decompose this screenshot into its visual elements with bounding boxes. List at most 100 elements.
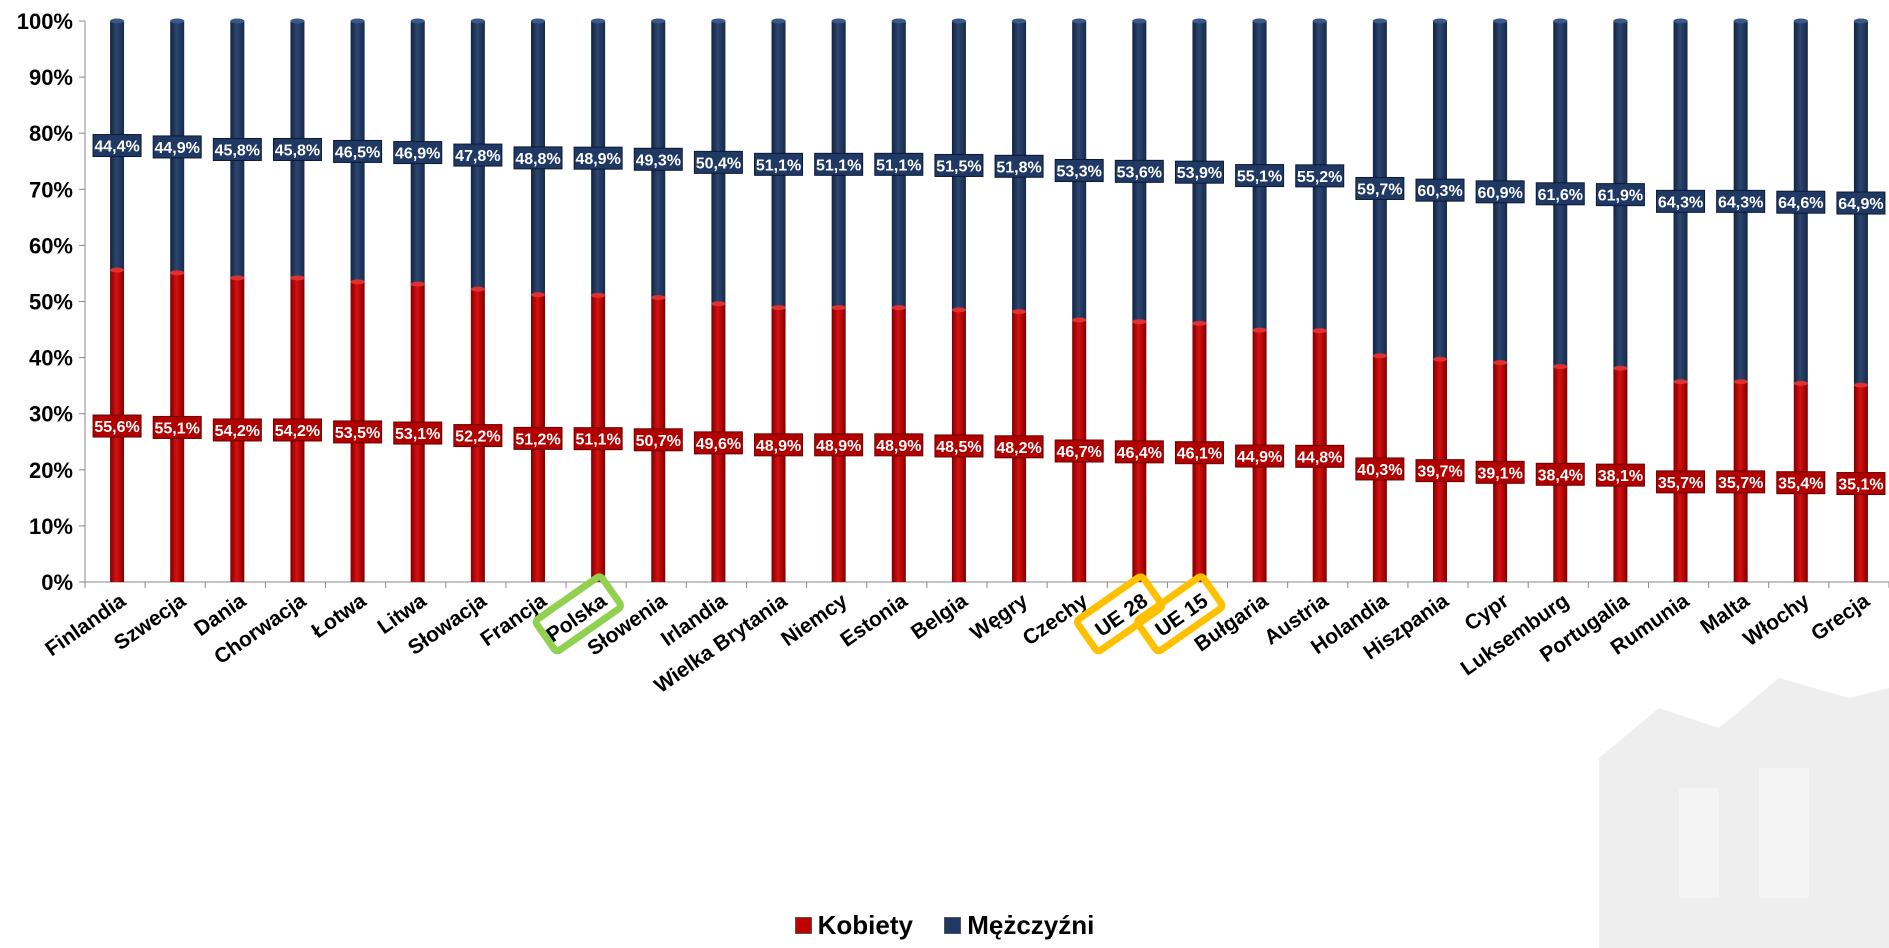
bar-kobiety-cap xyxy=(1252,327,1267,333)
bar-mezczyzni-cap xyxy=(591,18,606,24)
bar-kobiety-cap xyxy=(1493,360,1508,366)
bar-kobiety-cap xyxy=(470,286,485,292)
data-label-kobiety-box xyxy=(1415,459,1465,483)
bar-mezczyzni-cap xyxy=(1312,18,1327,24)
bar-kobiety-cap xyxy=(1553,364,1568,370)
data-label-mezczyzni: 51,1% xyxy=(876,157,921,174)
data-label-mezczyzni: 61,9% xyxy=(1598,188,1643,205)
data-label-kobiety-box xyxy=(393,421,443,445)
data-label-mezczyzni: 51,1% xyxy=(756,157,801,174)
data-label-mezczyzni: 45,8% xyxy=(275,142,320,159)
data-label-mezczyzni: 55,1% xyxy=(1237,169,1282,186)
data-label-kobiety-box xyxy=(754,433,804,457)
data-label-mezczyzni-box xyxy=(693,150,743,174)
data-label-kobiety-box xyxy=(1776,471,1826,495)
data-label-mezczyzni-box xyxy=(1656,189,1706,213)
data-label-kobiety-box xyxy=(453,424,503,448)
data-label-kobiety: 51,1% xyxy=(575,432,620,449)
data-label-mezczyzni: 64,6% xyxy=(1778,195,1823,212)
data-label-kobiety: 50,7% xyxy=(636,433,681,450)
data-label-kobiety-box xyxy=(333,420,383,444)
data-label-mezczyzni: 53,9% xyxy=(1177,165,1222,182)
data-label-kobiety-box xyxy=(1535,462,1585,486)
data-label-mezczyzni: 44,4% xyxy=(94,139,139,156)
bar-mezczyzni-cap xyxy=(110,18,125,24)
bar-kobiety-cap xyxy=(771,305,786,311)
watermark-building xyxy=(1599,678,1889,948)
data-label-kobiety-box xyxy=(152,415,202,439)
data-label-kobiety-box xyxy=(1656,470,1706,494)
data-label-kobiety-box xyxy=(633,428,683,452)
data-label-kobiety: 46,7% xyxy=(1057,444,1102,461)
data-label-kobiety: 35,4% xyxy=(1778,476,1823,493)
chart-legend: Kobiety Mężczyźni xyxy=(0,910,1889,941)
highlight-box xyxy=(1134,573,1226,655)
highlight-box xyxy=(1074,573,1166,655)
data-label-kobiety-box xyxy=(934,434,984,458)
data-label-mezczyzni-box xyxy=(1235,164,1285,188)
data-label-mezczyzni: 48,8% xyxy=(515,151,560,168)
bar-mezczyzni-cap xyxy=(1673,18,1688,24)
category-label: Finlandia xyxy=(41,589,130,661)
bar-mezczyzni-cap xyxy=(170,18,185,24)
bar-mezczyzni-cap xyxy=(1252,18,1267,24)
data-label-mezczyzni-box xyxy=(513,146,563,170)
data-label-kobiety-box xyxy=(573,427,623,451)
bar-kobiety-cap xyxy=(951,307,966,313)
bar-mezczyzni-cap xyxy=(1733,18,1748,24)
bar-mezczyzni-cap xyxy=(230,18,245,24)
data-label-kobiety-box xyxy=(1595,463,1645,487)
highlight-box xyxy=(532,573,624,655)
data-label-mezczyzni: 45,8% xyxy=(215,142,260,159)
data-label-kobiety-box xyxy=(1054,439,1104,463)
bar-kobiety-cap xyxy=(410,281,425,287)
data-label-mezczyzni: 49,3% xyxy=(636,152,681,169)
data-label-mezczyzni: 47,8% xyxy=(455,148,500,165)
data-label-mezczyzni: 61,6% xyxy=(1538,187,1583,204)
data-label-kobiety: 52,2% xyxy=(455,429,500,446)
data-label-mezczyzni-box xyxy=(1776,190,1826,214)
data-label-mezczyzni-box xyxy=(1355,176,1405,200)
data-label-kobiety: 49,6% xyxy=(696,436,741,453)
axis-layer: 0% 10% 20% 30% 40% 50% 60% 70% 80% 90% 100% xyxy=(17,9,1889,595)
data-label-kobiety: 38,1% xyxy=(1598,468,1643,485)
data-label-mezczyzni: 59,7% xyxy=(1357,181,1402,198)
bar-mezczyzni-cap xyxy=(651,18,666,24)
bar-kobiety-cap xyxy=(531,292,545,298)
bar-kobiety-cap xyxy=(110,267,125,273)
bar-kobiety-cap xyxy=(350,279,365,285)
data-label-mezczyzni: 51,1% xyxy=(816,157,861,174)
data-label-kobiety: 40,3% xyxy=(1357,462,1402,479)
data-label-mezczyzni: 53,3% xyxy=(1057,164,1102,181)
data-label-mezczyzni-box xyxy=(212,137,262,161)
bar-mezczyzni-cap xyxy=(1433,18,1447,24)
bar-mezczyzni-cap xyxy=(1372,18,1387,24)
data-label-kobiety-box xyxy=(1475,460,1525,484)
y-tick-label: 100% xyxy=(17,9,73,34)
legend-label-mezczyzni: Mężczyźni xyxy=(967,910,1095,940)
data-label-mezczyzni-box xyxy=(1054,159,1104,183)
data-label-mezczyzni: 51,8% xyxy=(996,159,1041,176)
data-label-kobiety: 54,2% xyxy=(275,423,320,440)
bar-kobiety-cap xyxy=(1132,319,1147,325)
y-tick-label: 40% xyxy=(29,346,73,371)
data-label-kobiety: 48,2% xyxy=(996,440,1041,457)
data-label-kobiety-box xyxy=(272,418,322,442)
data-label-kobiety-box xyxy=(1716,470,1766,494)
stacked-bar-chart: 0% 10% 20% 30% 40% 50% 60% 70% 80% 90% 100% 55,6% 4… xyxy=(17,9,1889,698)
bar-kobiety-cap xyxy=(711,301,726,307)
bar-kobiety-cap xyxy=(831,305,846,311)
y-tick-label: 50% xyxy=(29,290,73,315)
data-label-kobiety-box xyxy=(1235,444,1285,468)
data-label-mezczyzni: 64,3% xyxy=(1718,194,1763,211)
data-label-mezczyzni-box xyxy=(1475,180,1525,204)
category-label: Łotwa xyxy=(308,589,371,643)
data-label-kobiety: 53,1% xyxy=(395,426,440,443)
bar-kobiety-cap xyxy=(1012,309,1027,315)
bar-mezczyzni-cap xyxy=(1853,18,1868,24)
y-tick-label: 60% xyxy=(29,233,73,258)
data-label-kobiety: 55,1% xyxy=(155,420,200,437)
data-label-kobiety: 55,6% xyxy=(94,419,139,436)
data-label-kobiety: 35,1% xyxy=(1838,477,1883,494)
data-label-kobiety-box xyxy=(814,433,864,457)
